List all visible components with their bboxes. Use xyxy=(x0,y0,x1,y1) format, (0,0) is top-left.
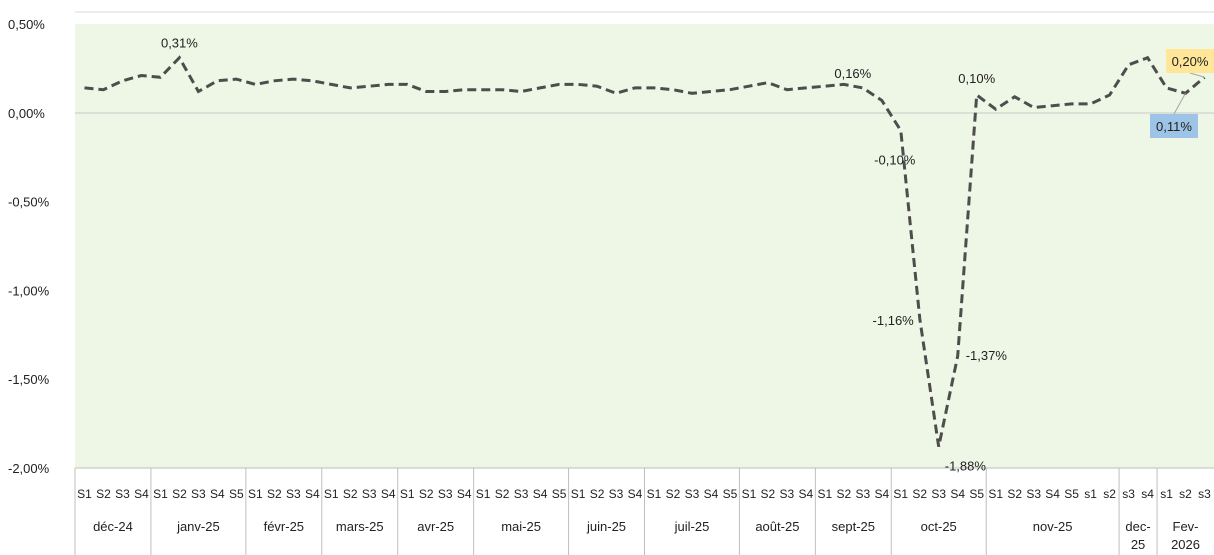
x-tick-week: S2 xyxy=(761,487,776,501)
x-tick-month: avr-25 xyxy=(417,519,454,534)
x-tick-month: sept-25 xyxy=(832,519,875,534)
x-tick-week: S2 xyxy=(836,487,851,501)
x-tick-week: S5 xyxy=(229,487,244,501)
y-tick-label: -1,50% xyxy=(8,372,50,387)
data-label: -0,10% xyxy=(874,153,916,168)
x-tick-week: S3 xyxy=(609,487,624,501)
x-tick-week: S3 xyxy=(931,487,946,501)
x-tick-week: S2 xyxy=(1007,487,1022,501)
x-tick-week: S2 xyxy=(495,487,510,501)
x-tick-week: S1 xyxy=(647,487,662,501)
x-tick-week: S4 xyxy=(210,487,225,501)
x-tick-week: S4 xyxy=(305,487,320,501)
x-tick-month: dec-25 xyxy=(1125,519,1150,552)
x-tick-week: S4 xyxy=(950,487,965,501)
data-label: 0,16% xyxy=(834,66,871,81)
x-tick-week: S1 xyxy=(476,487,491,501)
x-tick-week: S4 xyxy=(1045,487,1060,501)
x-tick-week: s4 xyxy=(1141,487,1154,501)
data-label: -1,37% xyxy=(966,348,1008,363)
x-tick-month: août-25 xyxy=(755,519,799,534)
data-label-leader xyxy=(1189,72,1205,78)
x-tick-week: S2 xyxy=(343,487,358,501)
y-tick-label: -1,00% xyxy=(8,283,50,298)
x-tick-week: s2 xyxy=(1179,487,1192,501)
x-tick-week: S1 xyxy=(817,487,832,501)
x-tick-week: S4 xyxy=(704,487,719,501)
x-tick-week: S1 xyxy=(571,487,586,501)
x-tick-week: S4 xyxy=(134,487,149,501)
x-tick-week: s2 xyxy=(1103,487,1116,501)
x-tick-week: S4 xyxy=(533,487,548,501)
data-label-box xyxy=(1166,49,1214,73)
x-tick-month: nov-25 xyxy=(1033,519,1073,534)
x-tick-week: S1 xyxy=(400,487,415,501)
y-tick-label: 0,00% xyxy=(8,106,45,121)
x-tick-week: S2 xyxy=(96,487,111,501)
x-tick-week: S5 xyxy=(969,487,984,501)
data-label: 0,31% xyxy=(161,36,198,51)
x-tick-week: S3 xyxy=(514,487,529,501)
x-tick-month: juin-25 xyxy=(586,519,626,534)
x-tick-week: s3 xyxy=(1122,487,1135,501)
x-tick-week: S3 xyxy=(780,487,795,501)
data-label: -1,16% xyxy=(873,313,915,328)
x-tick-week: S2 xyxy=(590,487,605,501)
x-tick-month: janv-25 xyxy=(176,519,220,534)
y-axis-ticks: 0,50% 0,00% -0,50% -1,00% -1,50% -2,00% xyxy=(8,17,50,476)
data-labels: 0,31% 0,16% -0,10% -1,16% -1,88% -1,37% 0,10% 0… xyxy=(161,36,1214,474)
data-label: -1,88% xyxy=(945,459,987,474)
x-tick-week: S4 xyxy=(381,487,396,501)
x-tick-week: S3 xyxy=(191,487,206,501)
x-tick-week: S1 xyxy=(77,487,92,501)
data-label-leader xyxy=(1173,93,1186,115)
x-tick-week: S1 xyxy=(324,487,339,501)
x-tick-week: S3 xyxy=(115,487,130,501)
data-label: 0,10% xyxy=(958,71,995,86)
x-tick-week: S2 xyxy=(267,487,282,501)
x-tick-week: S3 xyxy=(438,487,453,501)
x-tick-week: S2 xyxy=(666,487,681,501)
x-tick-week: S4 xyxy=(628,487,643,501)
x-tick-week: s1 xyxy=(1160,487,1173,501)
x-tick-month: Fev-2026 xyxy=(1171,519,1200,552)
x-tick-week: S3 xyxy=(685,487,700,501)
x-tick-week: S4 xyxy=(874,487,889,501)
x-tick-month: juil-25 xyxy=(674,519,710,534)
x-tick-week: S5 xyxy=(1064,487,1079,501)
x-tick-week: S1 xyxy=(153,487,168,501)
series-line xyxy=(84,55,1206,448)
plot-background xyxy=(75,24,1214,468)
x-tick-month: févr-25 xyxy=(264,519,304,534)
y-tick-label: 0,50% xyxy=(8,17,45,32)
data-label: 0,20% xyxy=(1172,54,1209,69)
x-tick-week: S1 xyxy=(248,487,263,501)
x-tick-week: S5 xyxy=(552,487,567,501)
x-tick-month: mars-25 xyxy=(336,519,384,534)
data-label: 0,11% xyxy=(1156,119,1192,134)
x-tick-week: s3 xyxy=(1198,487,1211,501)
x-tick-week: S3 xyxy=(286,487,301,501)
x-axis: S1 S2 S3 S4 déc-24 S1 S2 S3 S4 S5 janv-25 S1 S2 S3 S4 f… xyxy=(74,467,1214,555)
x-tick-week: S4 xyxy=(457,487,472,501)
x-tick-week: S5 xyxy=(723,487,738,501)
x-tick-month: oct-25 xyxy=(921,519,957,534)
y-tick-label: -0,50% xyxy=(8,195,50,210)
x-tick-week: s1 xyxy=(1084,487,1097,501)
x-tick-week: S1 xyxy=(742,487,757,501)
x-tick-month: mai-25 xyxy=(501,519,541,534)
x-tick-month: déc-24 xyxy=(93,519,133,534)
x-tick-week: S2 xyxy=(172,487,187,501)
x-tick-week: S4 xyxy=(799,487,814,501)
x-tick-week: S1 xyxy=(988,487,1003,501)
x-tick-week: S1 xyxy=(893,487,908,501)
x-tick-week: S3 xyxy=(362,487,377,501)
data-label-box xyxy=(1150,114,1198,138)
y-tick-label: -2,00% xyxy=(8,461,50,476)
x-tick-week: S3 xyxy=(1026,487,1041,501)
x-tick-week: S3 xyxy=(855,487,870,501)
x-tick-week: S2 xyxy=(419,487,434,501)
x-tick-week: S2 xyxy=(912,487,927,501)
